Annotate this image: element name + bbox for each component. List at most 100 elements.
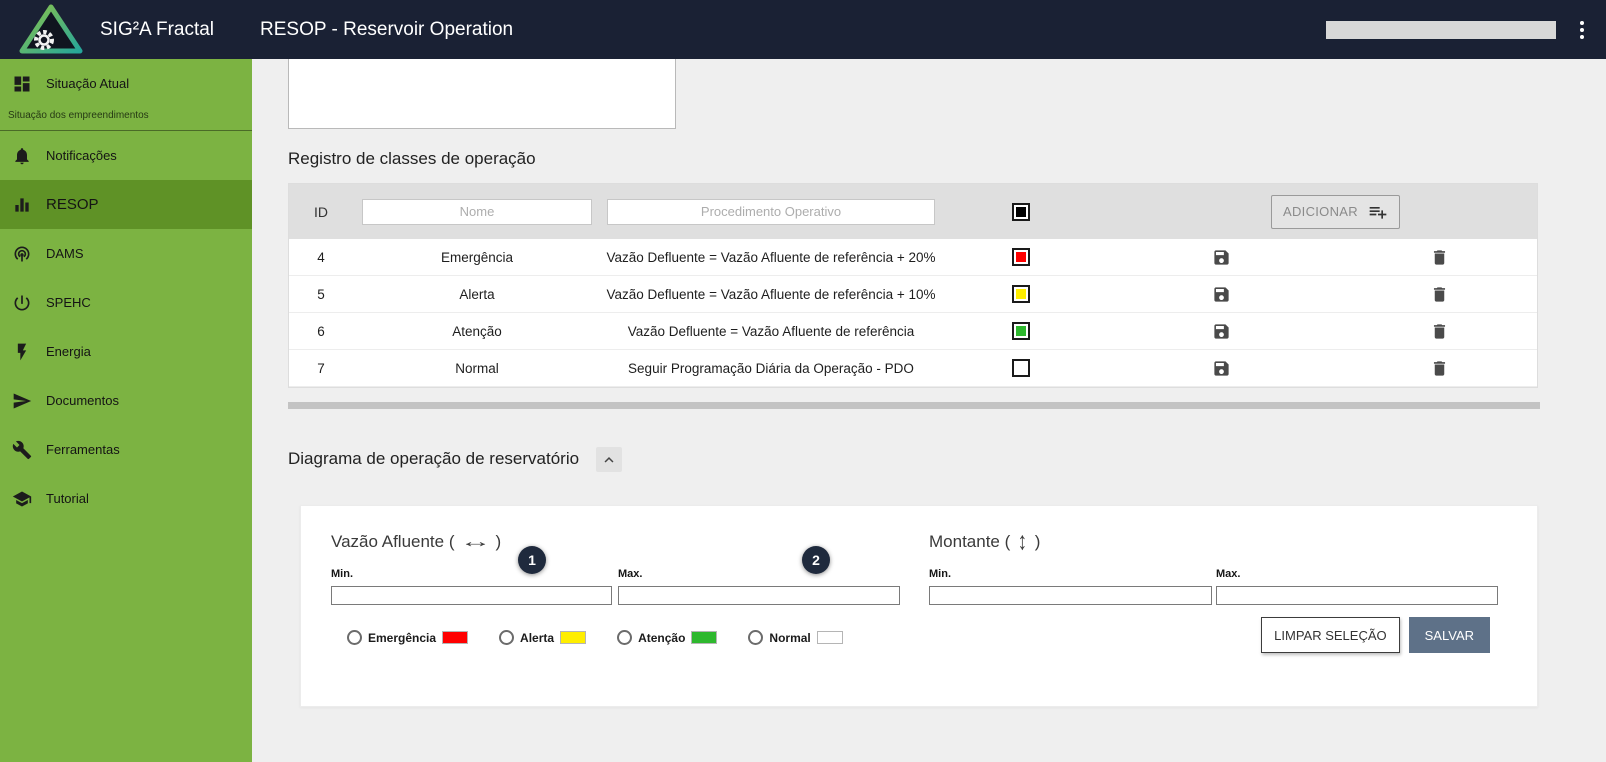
horizontal-scrollbar[interactable] xyxy=(288,402,1540,409)
save-icon xyxy=(1212,248,1231,267)
row-procedimento: Vazão Defluente = Vazão Afluente de refe… xyxy=(601,324,941,339)
procedimento-header-cell xyxy=(601,199,941,225)
row-color-cell xyxy=(941,248,1101,266)
row-nome: Emergência xyxy=(353,250,601,265)
row-delete-cell xyxy=(1341,357,1537,380)
nome-header-cell xyxy=(353,199,601,225)
class-option-alerta[interactable]: Alerta xyxy=(499,630,586,645)
table-row: 4 Emergência Vazão Defluente = Vazão Afl… xyxy=(289,239,1537,276)
kebab-menu-icon[interactable] xyxy=(1572,17,1592,43)
procedimento-input[interactable] xyxy=(607,199,935,225)
montante-min-input[interactable] xyxy=(929,586,1212,605)
section-title-text: Registro de classes de operação xyxy=(288,149,536,168)
collapse-button[interactable] xyxy=(596,447,622,472)
truncated-panel xyxy=(288,57,676,129)
row-delete-cell xyxy=(1341,283,1537,306)
signal-icon xyxy=(12,244,32,264)
color-swatch xyxy=(560,631,586,644)
wrench-icon xyxy=(12,440,32,460)
sidebar-item-energia[interactable]: Energia xyxy=(0,327,252,376)
sidebar-item-tutorial[interactable]: Tutorial xyxy=(0,474,252,523)
diagram-section-title: Diagrama de operação de reservatório xyxy=(288,449,579,469)
row-delete-cell xyxy=(1341,320,1537,343)
row-save-cell xyxy=(1101,246,1341,269)
sidebar-item-spehc[interactable]: SPEHC xyxy=(0,278,252,327)
row-nome: Alerta xyxy=(353,287,601,302)
save-button[interactable] xyxy=(1210,283,1233,306)
table-row: 7 Normal Seguir Programação Diária da Op… xyxy=(289,350,1537,387)
sidebar-item-label: Tutorial xyxy=(46,491,89,506)
app-logo xyxy=(8,4,94,56)
row-color-cell xyxy=(941,322,1101,340)
app-header: SIG²A Fractal RESOP - Reservoir Operatio… xyxy=(0,0,1606,59)
classes-table: ID ADICIONAR 4 Emergência Vazão Defluent… xyxy=(288,183,1538,388)
row-save-cell xyxy=(1101,357,1341,380)
step-2-badge: 2 xyxy=(802,546,830,574)
class-option-normal[interactable]: Normal xyxy=(748,630,842,645)
nome-input[interactable] xyxy=(362,199,592,225)
add-header-cell: ADICIONAR xyxy=(1101,195,1537,229)
sidebar-item-documentos[interactable]: Documentos xyxy=(0,376,252,425)
montante-max-label: Max. xyxy=(1216,568,1240,580)
delete-button[interactable] xyxy=(1428,246,1451,269)
save-icon xyxy=(1212,322,1231,341)
sidebar-item-label: Situação Atual xyxy=(46,76,129,91)
delete-button[interactable] xyxy=(1428,320,1451,343)
save-button[interactable] xyxy=(1210,357,1233,380)
sidebar-item-ferramentas[interactable]: Ferramentas xyxy=(0,425,252,474)
class-option-emergencia[interactable]: Emergência xyxy=(347,630,468,645)
trash-icon xyxy=(1430,248,1449,267)
save-button[interactable] xyxy=(1210,320,1233,343)
salvar-button[interactable]: SALVAR xyxy=(1409,617,1490,653)
table-row: 5 Alerta Vazão Defluente = Vazão Afluent… xyxy=(289,276,1537,313)
sidebar-item-notificacoes[interactable]: Notificações xyxy=(0,131,252,180)
dashboard-icon xyxy=(12,74,32,94)
delete-button[interactable] xyxy=(1428,283,1451,306)
row-color-picker[interactable] xyxy=(1012,322,1030,340)
vazao-max-input[interactable] xyxy=(618,586,900,605)
class-option-atencao[interactable]: Atenção xyxy=(617,630,717,645)
diagram-panel: Vazão Afluente (↔) 1 2 Min. Max. Montant… xyxy=(300,505,1538,707)
row-save-cell xyxy=(1101,283,1341,306)
sidebar-item-label: Notificações xyxy=(46,148,117,163)
trash-icon xyxy=(1430,285,1449,304)
color-swatch xyxy=(817,631,843,644)
horizontal-arrow-icon: ↔ xyxy=(459,532,491,552)
montante-title: Montante (↕) xyxy=(929,532,1040,552)
save-button[interactable] xyxy=(1210,246,1233,269)
sidebar-item-resop[interactable]: RESOP xyxy=(0,180,252,229)
app-title: SIG²A Fractal xyxy=(100,19,214,41)
row-color-picker[interactable] xyxy=(1012,359,1030,377)
row-procedimento: Vazão Defluente = Vazão Afluente de refe… xyxy=(601,287,941,302)
row-color-picker[interactable] xyxy=(1012,248,1030,266)
trash-icon xyxy=(1430,322,1449,341)
vazao-min-input[interactable] xyxy=(331,586,612,605)
adicionar-button[interactable]: ADICIONAR xyxy=(1271,195,1400,229)
new-class-color-picker[interactable] xyxy=(1012,203,1030,221)
row-color-cell xyxy=(941,285,1101,303)
row-procedimento: Vazão Defluente = Vazão Afluente de refe… xyxy=(601,250,941,265)
sidebar-section-label: Situação dos empreendimentos xyxy=(0,108,252,130)
delete-button[interactable] xyxy=(1428,357,1451,380)
id-column-header: ID xyxy=(289,204,353,220)
sidebar-item-dams[interactable]: DAMS xyxy=(0,229,252,278)
row-id: 7 xyxy=(289,361,353,376)
limpar-selecao-button[interactable]: LIMPAR SELEÇÃO xyxy=(1261,617,1399,653)
table-header-row: ID ADICIONAR xyxy=(289,184,1537,239)
sidebar: Situação Atual Situação dos empreendimen… xyxy=(0,59,252,762)
montante-max-input[interactable] xyxy=(1216,586,1498,605)
row-id: 4 xyxy=(289,250,353,265)
vazao-afluente-title: Vazão Afluente (↔) xyxy=(331,532,501,552)
sidebar-item-label: Documentos xyxy=(46,393,119,408)
row-nome: Normal xyxy=(353,361,601,376)
radio-icon xyxy=(617,630,632,645)
radio-icon xyxy=(748,630,763,645)
row-color-picker[interactable] xyxy=(1012,285,1030,303)
sidebar-item-situacao-atual[interactable]: Situação Atual xyxy=(0,59,252,108)
vazao-max-label: Max. xyxy=(618,568,642,580)
row-id: 5 xyxy=(289,287,353,302)
header-search-input[interactable] xyxy=(1326,21,1556,39)
sidebar-item-label: RESOP xyxy=(46,196,99,213)
page-title: RESOP - Reservoir Operation xyxy=(260,19,513,41)
classes-section-title: Registro de classes de operação xyxy=(288,149,536,169)
